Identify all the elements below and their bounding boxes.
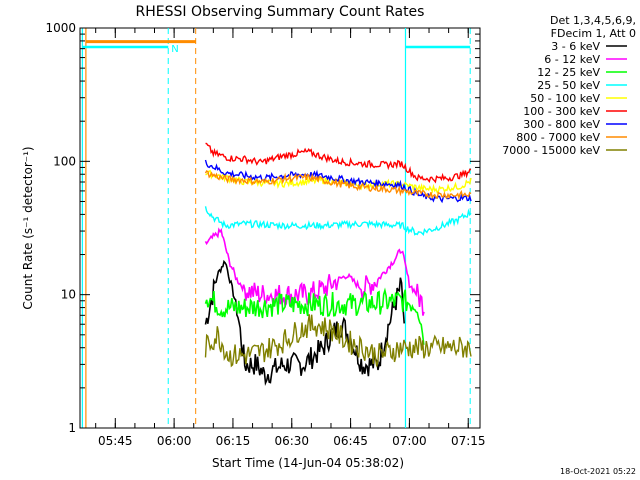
legend-header-line-1: Det 1,3,4,5,6,9, bbox=[550, 14, 636, 27]
y-tick-label: 10 bbox=[61, 288, 76, 302]
legend-label-5: 50 - 100 keV bbox=[530, 92, 600, 105]
x-axis-label: Start Time (14-Jun-04 05:38:02) bbox=[212, 456, 404, 470]
legend-label-9: 7000 - 15000 keV bbox=[502, 144, 600, 157]
legend-label-8: 800 - 7000 keV bbox=[516, 131, 600, 144]
series-line-2 bbox=[204, 227, 425, 316]
series-line-6 bbox=[205, 142, 472, 184]
data-series bbox=[204, 142, 472, 386]
x-tick-label: 07:00 bbox=[392, 434, 427, 448]
x-tick-label: 05:45 bbox=[98, 434, 133, 448]
series-line-9 bbox=[204, 314, 472, 368]
legend-label-3: 12 - 25 keV bbox=[537, 66, 600, 79]
saa-flag-label: N bbox=[171, 44, 178, 55]
chart-title: RHESSI Observing Summary Count Rates bbox=[136, 4, 425, 20]
y-tick-label: 1000 bbox=[45, 21, 76, 35]
y-tick-label: 100 bbox=[53, 154, 76, 168]
series-line-8 bbox=[204, 170, 472, 201]
legend-label-2: 6 - 12 keV bbox=[544, 53, 600, 66]
x-tick-label: 06:00 bbox=[157, 434, 192, 448]
y-axis: 1 10 100 1000 bbox=[45, 21, 480, 435]
series-line-4 bbox=[204, 206, 472, 237]
plot-frame bbox=[79, 27, 481, 429]
footer-date: 18-Oct-2021 05:22 bbox=[560, 467, 636, 476]
legend-label-6: 100 - 300 keV bbox=[523, 105, 600, 118]
observation-flags: N bbox=[81, 28, 471, 428]
x-axis: 05:45 06:00 06:15 06:30 06:45 07:00 07:15 bbox=[95, 28, 486, 448]
legend-label-7: 300 - 800 keV bbox=[523, 118, 600, 131]
legend-header-line-2: FDecim 1, Att 0 bbox=[551, 27, 636, 40]
x-tick-label: 06:15 bbox=[216, 434, 251, 448]
x-tick-label: 06:45 bbox=[333, 434, 368, 448]
y-axis-label: Count Rate (s⁻¹ detector⁻¹) bbox=[21, 146, 35, 309]
legend-label-4: 25 - 50 keV bbox=[537, 79, 600, 92]
x-tick-label: 06:30 bbox=[274, 434, 309, 448]
series-line-7 bbox=[204, 159, 472, 204]
series-line-1 bbox=[204, 259, 405, 386]
x-tick-label: 07:15 bbox=[451, 434, 486, 448]
y-tick-label: 1 bbox=[68, 421, 76, 435]
series-line-3 bbox=[204, 287, 425, 345]
legend-label-1: 3 - 6 keV bbox=[551, 40, 600, 53]
